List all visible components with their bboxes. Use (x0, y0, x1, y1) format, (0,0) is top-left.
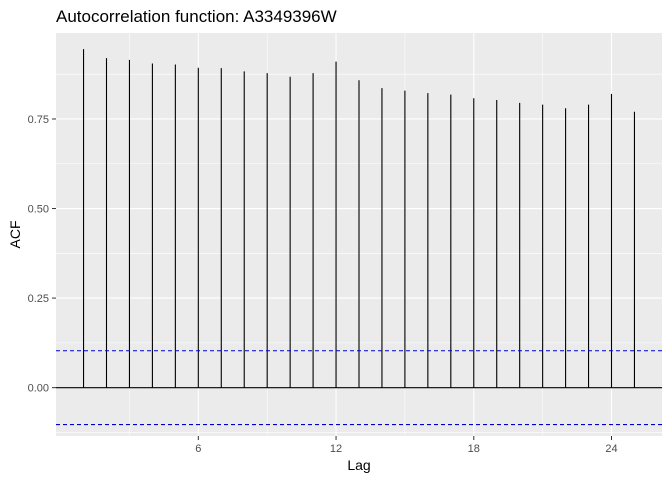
acf-bars (82, 49, 636, 388)
y-tick-label: 0.00 (28, 383, 49, 395)
x-tick-label: 24 (605, 443, 617, 455)
chart-title: Autocorrelation function: A3349396W (56, 7, 337, 26)
x-axis-title: Lag (347, 457, 370, 473)
y-tick-label: 0.50 (28, 204, 49, 216)
y-tick-label: 0.75 (28, 114, 49, 126)
y-axis-title: ACF (7, 221, 23, 249)
y-tick-label: 0.25 (28, 293, 49, 305)
x-tick-label: 12 (330, 443, 342, 455)
x-tick-label: 6 (195, 443, 201, 455)
x-tick-label: 18 (468, 443, 480, 455)
y-axis-ticks: 0.00 0.25 0.50 0.75 (28, 114, 56, 395)
x-axis-ticks: 6 12 18 24 (195, 436, 618, 455)
